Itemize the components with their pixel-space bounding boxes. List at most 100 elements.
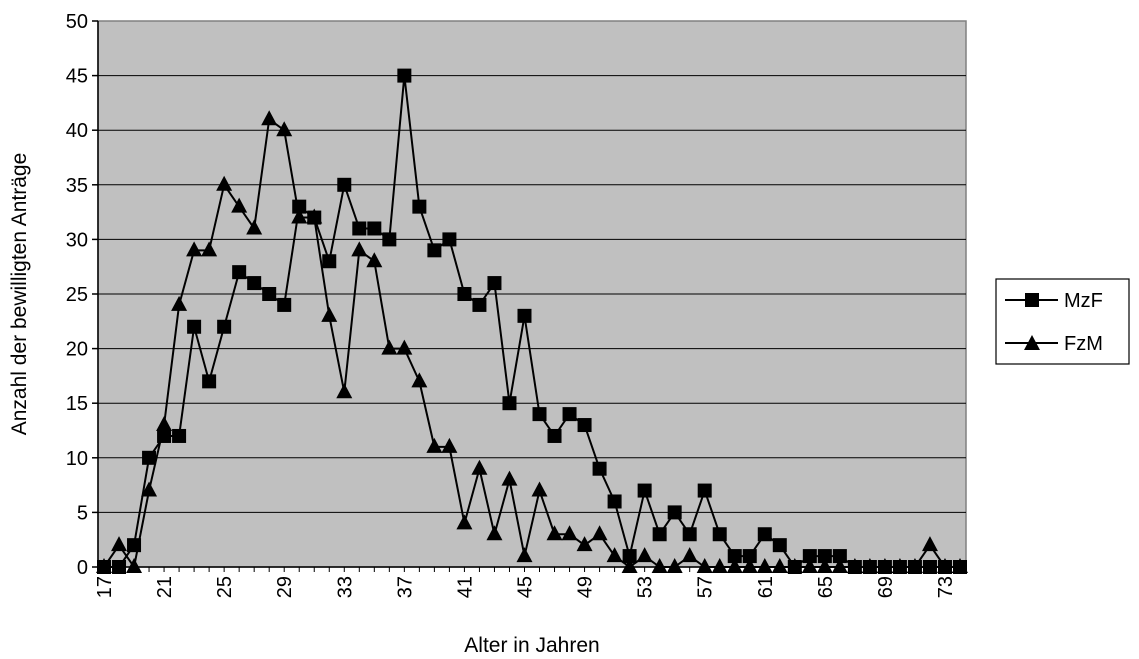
data-point-fzm <box>636 547 653 563</box>
data-point-fzm <box>531 481 548 497</box>
data-point-fzm <box>561 525 578 541</box>
y-tick-label: 20 <box>66 339 88 361</box>
data-point-fzm <box>426 437 443 453</box>
data-point-fzm <box>96 558 112 573</box>
data-point-mzf <box>352 221 367 236</box>
data-point-fzm <box>141 481 158 497</box>
x-tick-label: 37 <box>394 576 416 598</box>
legend-label-fzm: FzM <box>1064 333 1103 355</box>
y-tick-label: 25 <box>66 284 88 306</box>
data-point-fzm <box>276 121 293 137</box>
data-point-fzm <box>546 525 563 541</box>
data-point-fzm <box>831 558 848 573</box>
data-point-fzm <box>231 197 248 213</box>
data-point-mzf <box>712 527 727 542</box>
data-point-fzm <box>876 558 893 573</box>
data-point-mzf <box>457 287 472 301</box>
data-point-fzm <box>606 547 623 563</box>
data-point-fzm <box>291 208 308 224</box>
data-point-fzm <box>336 383 353 399</box>
x-tick-label: 33 <box>334 576 356 598</box>
y-tick-label: 0 <box>77 557 88 579</box>
series-mzf <box>97 68 967 574</box>
data-point-fzm <box>501 470 518 486</box>
data-point-mzf <box>292 199 307 214</box>
data-point-mzf <box>487 276 502 291</box>
x-tick-label: 45 <box>514 576 536 598</box>
y-tick-label: 5 <box>77 502 88 524</box>
y-tick-label: 50 <box>66 11 88 33</box>
y-tick-label: 35 <box>66 175 88 197</box>
data-point-mzf <box>412 199 427 214</box>
y-tick-label: 10 <box>66 448 88 470</box>
data-point-mzf <box>652 527 667 542</box>
data-point-fzm <box>726 558 743 573</box>
data-point-fzm <box>111 536 128 552</box>
data-point-fzm <box>741 558 758 573</box>
data-point-mzf <box>562 407 577 422</box>
x-tick-label: 65 <box>815 576 837 598</box>
data-point-mzf <box>592 461 607 476</box>
data-point-fzm <box>651 558 668 573</box>
data-point-fzm <box>696 558 713 573</box>
data-point-fzm <box>786 558 803 573</box>
x-tick-label: 53 <box>635 576 657 598</box>
x-axis-label: Alter in Jahren <box>464 634 599 657</box>
data-point-fzm <box>366 252 383 268</box>
data-point-mzf <box>772 538 787 553</box>
data-point-mzf <box>217 319 232 334</box>
data-point-mzf <box>757 527 772 542</box>
series-group <box>96 68 968 574</box>
data-point-mzf <box>187 319 202 334</box>
data-point-fzm <box>471 459 488 475</box>
data-point-mzf <box>232 265 247 280</box>
data-point-mzf <box>247 276 262 291</box>
series-line-mzf <box>104 74 960 568</box>
x-tick-label: 25 <box>214 576 236 598</box>
data-point-mzf <box>142 450 157 465</box>
data-point-fzm <box>411 372 428 388</box>
data-point-mzf <box>577 418 592 433</box>
y-tick-label: 40 <box>66 120 88 142</box>
data-point-fzm <box>576 536 593 552</box>
data-point-fzm <box>771 558 788 573</box>
x-tick-label: 29 <box>274 576 296 598</box>
data-point-mzf <box>682 527 697 542</box>
x-tick-label: 41 <box>454 576 476 598</box>
x-tick-label: 21 <box>154 576 176 598</box>
legend-box <box>995 278 1130 365</box>
x-tick-label: 57 <box>695 576 717 598</box>
data-point-fzm <box>321 306 338 322</box>
x-tick-label: 17 <box>94 576 116 598</box>
data-point-fzm <box>711 558 728 573</box>
data-point-fzm <box>906 558 923 573</box>
x-tick-label: 73 <box>935 576 957 598</box>
data-point-mzf <box>802 549 817 564</box>
data-point-fzm <box>261 110 278 126</box>
y-tick-label: 30 <box>66 229 88 251</box>
data-point-fzm <box>171 295 188 311</box>
y-tick-label: 45 <box>66 66 88 88</box>
data-point-fzm <box>891 558 908 573</box>
data-point-fzm <box>936 558 953 573</box>
data-point-fzm <box>351 241 368 257</box>
data-point-fzm <box>186 241 203 257</box>
data-point-fzm <box>486 525 503 541</box>
legend-marker-mzf <box>1025 293 1039 307</box>
data-point-mzf <box>832 549 847 564</box>
data-point-fzm <box>201 241 218 257</box>
legend: MzF FzM <box>995 278 1130 365</box>
data-point-fzm <box>156 416 173 432</box>
data-point-mzf <box>697 483 712 498</box>
data-point-mzf <box>517 308 532 323</box>
data-point-fzm <box>246 219 263 235</box>
data-point-fzm <box>516 547 533 563</box>
data-point-fzm <box>126 558 143 573</box>
data-point-fzm <box>952 558 968 573</box>
data-point-mzf <box>637 483 652 498</box>
y-axis-ticks: 0 5 10 15 20 25 30 35 40 45 50 <box>66 11 98 579</box>
data-point-mzf <box>157 428 172 443</box>
data-point-mzf <box>382 232 397 247</box>
x-axis-ticks: 17 21 25 29 33 37 41 45 49 53 57 61 65 69 73 <box>94 567 961 598</box>
data-point-mzf <box>607 494 622 509</box>
